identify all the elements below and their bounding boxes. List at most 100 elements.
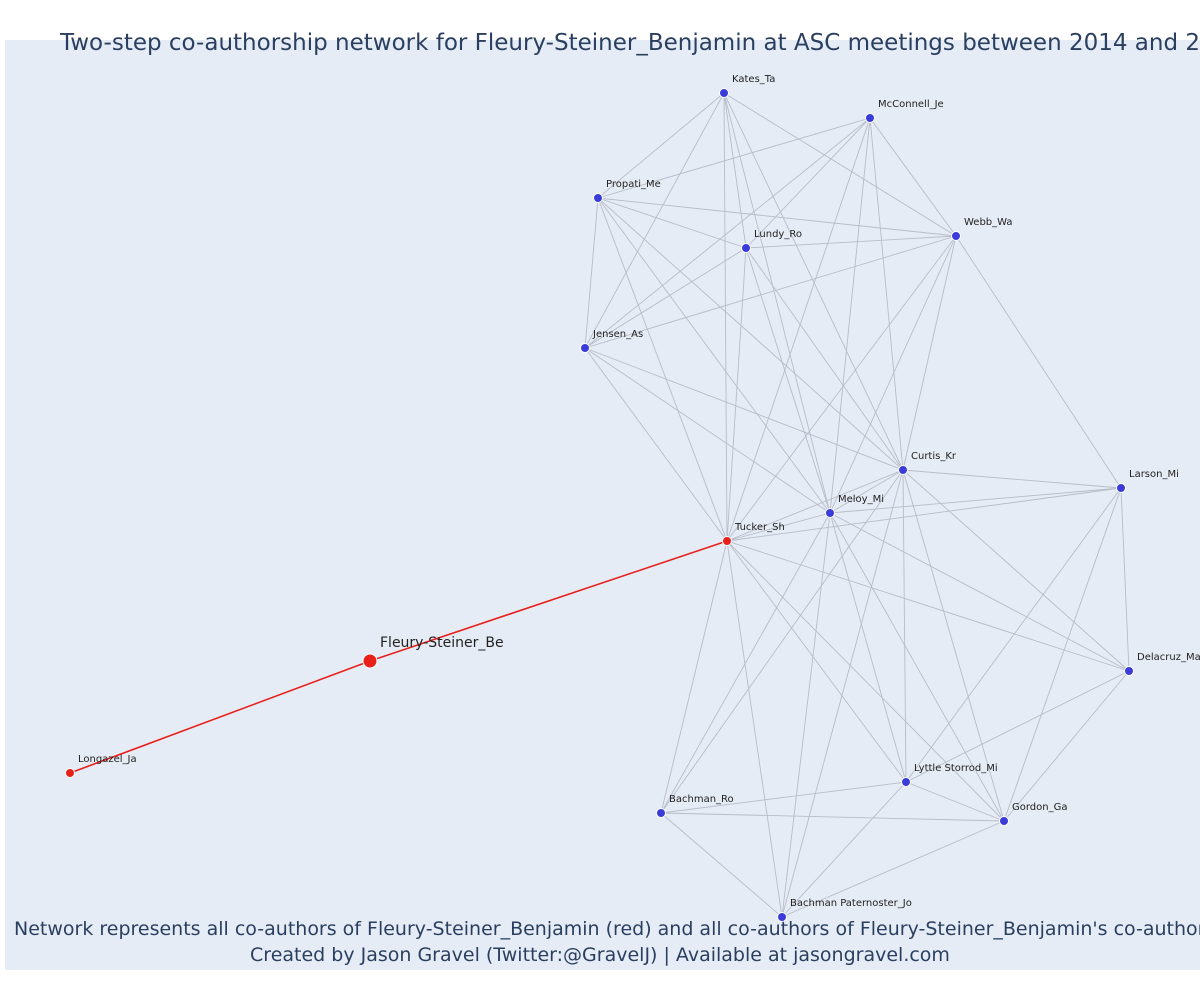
edge-propati-me--jensen-as (584, 197, 599, 349)
edge-longazel-ja--fleury-steiner-be (69, 660, 371, 774)
edge-propati-me--tucker-sh (597, 197, 728, 542)
edge-curtis-kr--delacruz-ma (902, 469, 1130, 672)
edge-lundy-ro--curtis-kr (745, 247, 904, 471)
edge-mcconnell-je--jensen-as (584, 117, 871, 349)
node-meloy-mi[interactable] (825, 508, 835, 518)
edge-kates-ta--tucker-sh (723, 92, 728, 542)
label-layer: Fleury-Steiner_Be Longazel_Ja Tucker_Sh Kat… (78, 74, 1200, 909)
node-label-gordon-ga: Gordon_Ga (1012, 802, 1067, 813)
edge-delacruz-ma--lyttle-storrod-mi (905, 670, 1130, 783)
node-bachman-paternoster-jo[interactable] (777, 912, 787, 922)
node-jensen-as[interactable] (580, 343, 590, 353)
edge-jensen-as--curtis-kr (584, 347, 904, 471)
caption-description: Network represents all co-authors of Fle… (14, 918, 1200, 940)
node-layer (65, 88, 1134, 922)
edge-meloy-mi--gordon-ga (829, 512, 1005, 822)
node-lundy-ro[interactable] (741, 243, 751, 253)
edge-larson-mi--delacruz-ma (1120, 487, 1130, 672)
node-label-bachman-paternoster-jo: Bachman Paternoster_Jo (790, 898, 912, 909)
edge-jensen-as--meloy-mi (584, 347, 831, 514)
node-curtis-kr[interactable] (898, 465, 908, 475)
edge-webb-wa--tucker-sh (726, 235, 957, 542)
node-label-curtis-kr: Curtis_Kr (911, 451, 957, 462)
edge-fleury-steiner-be--tucker-sh (369, 540, 728, 662)
node-tucker-sh[interactable] (722, 536, 732, 546)
edge-propati-me--meloy-mi (597, 197, 831, 514)
edge-lundy-ro--tucker-sh (726, 247, 747, 542)
node-label-longazel-ja: Longazel_Ja (78, 754, 137, 765)
edge-meloy-mi--tucker-sh (726, 512, 831, 542)
edge-bachman-ro--bachman-paternoster-jo (660, 812, 783, 918)
node-propati-me[interactable] (593, 193, 603, 203)
edge-meloy-mi--bachman-paternoster-jo (781, 512, 831, 918)
edge-delacruz-ma--gordon-ga (1003, 670, 1130, 822)
edge-curtis-kr--meloy-mi (829, 469, 904, 514)
edge-propati-me--curtis-kr (597, 197, 904, 471)
edge-lyttle-storrod-mi--bachman-ro (660, 781, 907, 814)
edge-jensen-as--tucker-sh (584, 347, 728, 542)
edge-lundy-ro--webb-wa (745, 235, 957, 249)
node-label-tucker-sh: Tucker_Sh (734, 522, 785, 533)
node-lyttle-storrod-mi[interactable] (901, 777, 911, 787)
edge-meloy-mi--bachman-ro (660, 512, 831, 814)
edge-tucker-sh--bachman-paternoster-jo (726, 540, 783, 918)
edge-tucker-sh--lyttle-storrod-mi (726, 540, 907, 783)
edge-layer (69, 92, 1130, 918)
edge-curtis-kr--bachman-paternoster-jo (781, 469, 904, 918)
node-label-kates-ta: Kates_Ta (732, 74, 775, 85)
edge-kates-ta--propati-me (597, 92, 725, 199)
node-kates-ta[interactable] (719, 88, 729, 98)
node-label-jensen-as: Jensen_As (592, 329, 643, 340)
node-webb-wa[interactable] (951, 231, 961, 241)
edge-mcconnell-je--lundy-ro (745, 117, 871, 249)
edge-kates-ta--jensen-as (584, 92, 725, 349)
edge-curtis-kr--bachman-ro (660, 469, 904, 814)
edge-webb-wa--jensen-as (584, 235, 957, 349)
node-label-larson-mi: Larson_Mi (1129, 469, 1179, 480)
edge-webb-wa--larson-mi (955, 235, 1122, 489)
edge-gordon-ga--bachman-paternoster-jo (781, 820, 1005, 918)
edge-tucker-sh--bachman-ro (660, 540, 728, 814)
edge-curtis-kr--gordon-ga (902, 469, 1005, 822)
node-bachman-ro[interactable] (656, 808, 666, 818)
edge-lundy-ro--meloy-mi (745, 247, 831, 514)
edge-webb-wa--meloy-mi (829, 235, 957, 514)
node-label-webb-wa: Webb_Wa (964, 217, 1013, 228)
edge-lyttle-storrod-mi--bachman-paternoster-jo (781, 781, 907, 918)
edge-propati-me--webb-wa (597, 197, 957, 237)
edge-meloy-mi--delacruz-ma (829, 512, 1130, 672)
edge-mcconnell-je--meloy-mi (829, 117, 871, 514)
edge-kates-ta--webb-wa (723, 92, 957, 237)
edge-larson-mi--gordon-ga (1003, 487, 1122, 822)
edge-mcconnell-je--propati-me (597, 117, 871, 199)
node-label-lyttle-storrod-mi: Lyttle Storrod_Mi (914, 763, 998, 774)
edge-kates-ta--curtis-kr (723, 92, 904, 471)
node-label-bachman-ro: Bachman_Ro (669, 794, 734, 805)
node-label-fleury-steiner-be: Fleury-Steiner_Be (380, 635, 504, 651)
node-mcconnell-je[interactable] (865, 113, 875, 123)
node-larson-mi[interactable] (1116, 483, 1126, 493)
edge-curtis-kr--lyttle-storrod-mi (902, 469, 907, 783)
edge-curtis-kr--tucker-sh (726, 469, 904, 542)
edge-propati-me--lundy-ro (597, 197, 747, 249)
edge-mcconnell-je--tucker-sh (726, 117, 871, 542)
edge-meloy-mi--larson-mi (829, 487, 1122, 514)
node-label-lundy-ro: Lundy_Ro (754, 229, 802, 240)
node-longazel-ja[interactable] (65, 768, 75, 778)
edge-mcconnell-je--curtis-kr (869, 117, 904, 471)
edge-curtis-kr--larson-mi (902, 469, 1122, 489)
edge-tucker-sh--delacruz-ma (726, 540, 1130, 672)
edge-mcconnell-je--webb-wa (869, 117, 957, 237)
node-label-delacruz-ma: Delacruz_Ma (1137, 652, 1200, 663)
edge-kates-ta--meloy-mi (723, 92, 831, 514)
node-label-meloy-mi: Meloy_Mi (838, 494, 884, 505)
node-label-mcconnell-je: McConnell_Je (878, 99, 944, 110)
node-gordon-ga[interactable] (999, 816, 1009, 826)
edge-webb-wa--curtis-kr (902, 235, 957, 471)
edge-tucker-sh--gordon-ga (726, 540, 1005, 822)
node-fleury-steiner-be[interactable] (362, 653, 378, 669)
caption-credit: Created by Jason Gravel (Twitter:@Gravel… (250, 944, 950, 966)
edge-lundy-ro--jensen-as (584, 247, 747, 349)
node-delacruz-ma[interactable] (1124, 666, 1134, 676)
